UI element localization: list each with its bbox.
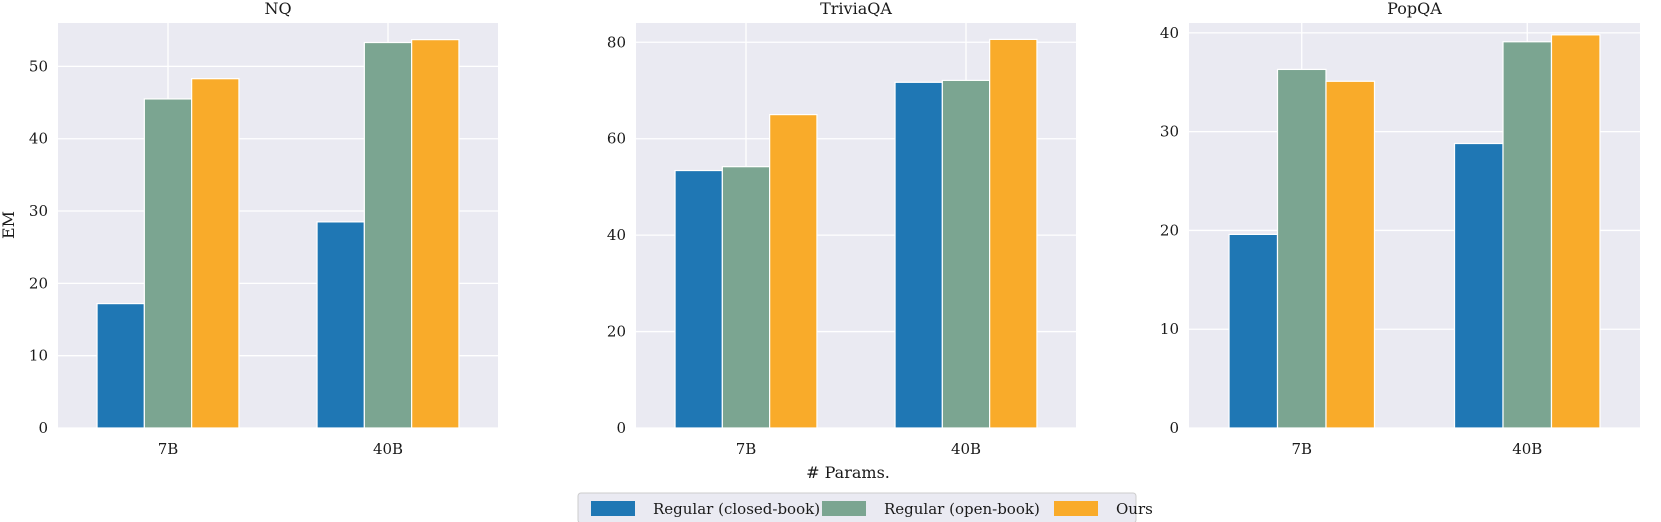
y-tick-label: 20 xyxy=(607,323,626,341)
legend-label-closed-book: Regular (closed-book) xyxy=(653,500,820,518)
bar-ours-40b xyxy=(1550,34,1601,429)
x-tick-label-40b: 40B xyxy=(1512,440,1542,458)
x-tick-label-7b: 7B xyxy=(736,440,757,458)
panel-title: PopQA xyxy=(1387,0,1442,18)
panel-title: NQ xyxy=(264,0,291,18)
bar-regular-open-book-40b xyxy=(363,41,413,429)
y-tick-label: 20 xyxy=(1160,221,1179,239)
x-tick-label-7b: 7B xyxy=(1291,440,1312,458)
y-tick-label: 0 xyxy=(38,419,48,437)
y-tick-label: 60 xyxy=(607,130,626,148)
x-tick-label-40b: 40B xyxy=(373,440,403,458)
bar-ours-7b xyxy=(191,78,240,429)
bar-ours-7b xyxy=(769,114,818,429)
bar-regular-open-book-40b xyxy=(1502,41,1553,429)
legend-label-open-book: Regular (open-book) xyxy=(884,500,1040,518)
bar-regular-closed-book-40b xyxy=(316,221,365,429)
y-tick-label: 40 xyxy=(1160,24,1179,42)
bar-regular-open-book-40b xyxy=(941,79,991,429)
chart-panel-nq: 0 10 20 30 40 50 7B 40B NQ xyxy=(29,0,498,458)
panel-title: TriviaQA xyxy=(820,0,892,18)
legend-label-ours: Ours xyxy=(1116,500,1153,518)
y-tick-label: 20 xyxy=(29,274,48,292)
x-axis-label: # Params. xyxy=(806,463,890,482)
bar-regular-closed-book-40b xyxy=(894,81,943,429)
x-tick-label-40b: 40B xyxy=(951,440,981,458)
legend-swatch-closed-book xyxy=(591,501,635,516)
y-tick-label: 30 xyxy=(29,202,48,220)
bar-regular-closed-book-7b xyxy=(1228,233,1279,429)
legend: Regular (closed-book) Regular (open-book… xyxy=(577,492,1153,522)
y-tick-label: 40 xyxy=(607,226,626,244)
bar-regular-open-book-7b xyxy=(143,98,193,429)
bar-ours-40b xyxy=(411,39,460,429)
bar-ours-7b xyxy=(1325,80,1376,429)
legend-swatch-ours xyxy=(1054,501,1098,516)
y-tick-label: 30 xyxy=(1160,123,1179,141)
chart-panel-popqa: 0 10 20 30 40 7B 40B PopQA xyxy=(1160,0,1640,458)
y-tick-label: 50 xyxy=(29,57,48,75)
bar-regular-closed-book-7b xyxy=(96,303,145,429)
bar-regular-closed-book-7b xyxy=(674,169,723,429)
y-tick-label: 10 xyxy=(29,347,48,365)
bar-regular-open-book-7b xyxy=(721,166,771,429)
y-tick-label: 0 xyxy=(616,419,626,437)
y-tick-label: 0 xyxy=(1169,419,1179,437)
y-axis-label: EM xyxy=(0,211,18,239)
x-tick-label-7b: 7B xyxy=(158,440,179,458)
bar-regular-open-book-7b xyxy=(1276,68,1327,429)
chart-panel-triviaqa: 0 20 40 60 80 7B 40B TriviaQA xyxy=(607,0,1076,458)
y-tick-label: 10 xyxy=(1160,320,1179,338)
bar-ours-40b xyxy=(989,38,1038,429)
y-tick-label: 40 xyxy=(29,130,48,148)
legend-swatch-open-book xyxy=(822,501,866,516)
y-tick-label: 80 xyxy=(607,33,626,51)
bar-regular-closed-book-40b xyxy=(1453,142,1504,429)
